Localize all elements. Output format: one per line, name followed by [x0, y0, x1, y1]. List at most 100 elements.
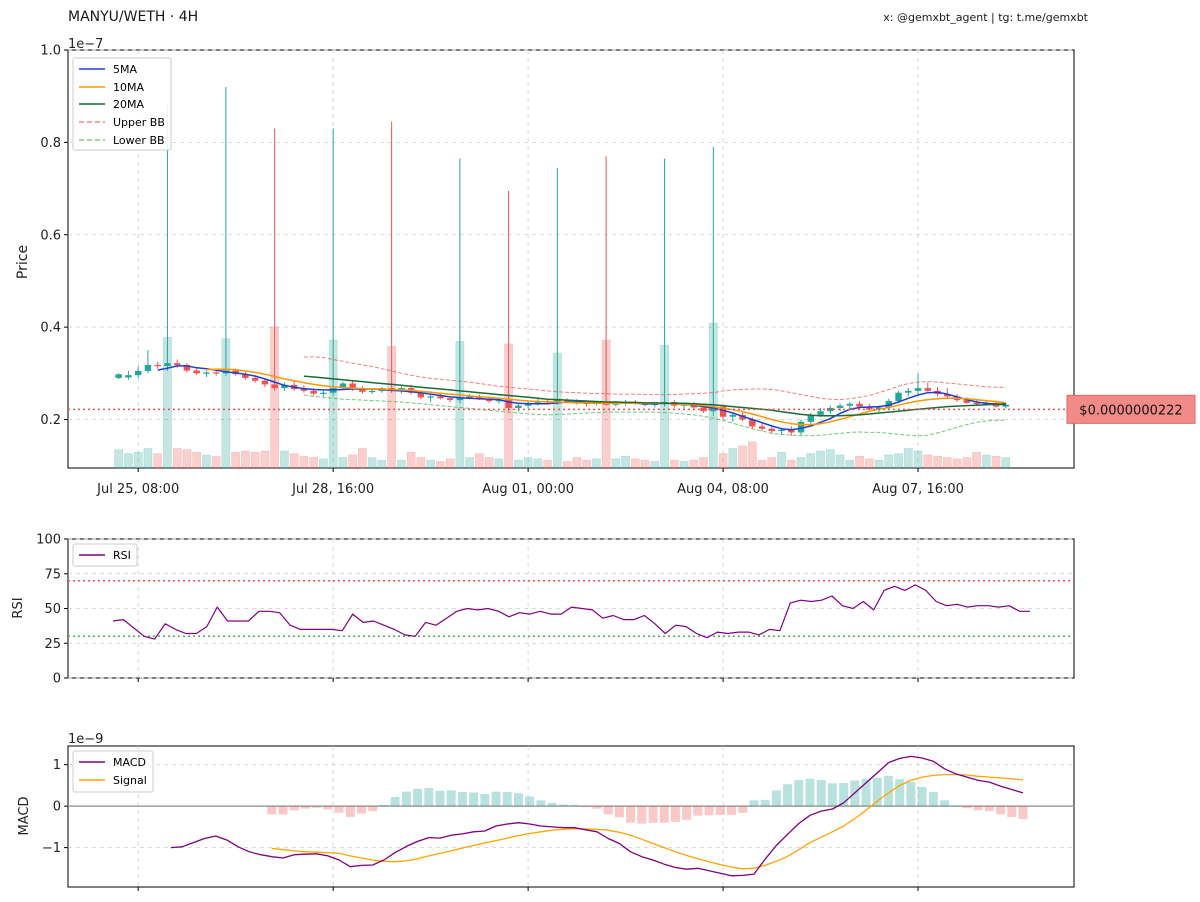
rsi-y-label: RSI — [11, 597, 26, 618]
volume-bar — [299, 455, 309, 469]
macd-histogram-bar — [614, 806, 624, 818]
legend-signal-label: Signal — [113, 774, 147, 787]
volume-bar — [845, 459, 855, 469]
ma10-line — [206, 368, 1006, 426]
legend-lower-bb-label: Lower BB — [113, 134, 165, 147]
volume-bar — [591, 458, 601, 469]
volume-bar — [231, 452, 241, 469]
candle-body — [914, 388, 922, 391]
candle-body — [359, 389, 366, 392]
x-tick-label: Aug 01, 00:00 — [482, 482, 574, 497]
macd-histogram-bar — [659, 806, 669, 823]
volume-bar — [933, 455, 942, 469]
volume-bar — [474, 453, 484, 469]
candle-body — [973, 402, 980, 405]
macd-histogram-bar — [300, 806, 310, 809]
candle-body — [310, 390, 317, 394]
volume-bar — [572, 457, 582, 469]
volume-bar — [738, 445, 747, 469]
macd-histogram-bar — [626, 806, 636, 823]
volume-bar — [143, 448, 153, 469]
macd-histogram-bar — [379, 804, 389, 807]
candle-body — [300, 389, 308, 391]
price-axes-frame — [67, 49, 1075, 469]
volume-bar — [728, 448, 738, 469]
macd-histogram-bar — [592, 806, 602, 809]
rsi-grid — [68, 538, 1074, 679]
macd-histogram-bar — [469, 792, 479, 807]
macd-histogram-bar — [334, 806, 344, 813]
price-legend: 5MA 10MA 20MA Upper BB Lower BB — [72, 57, 172, 151]
candle-body — [905, 390, 912, 393]
candle-body — [476, 396, 483, 400]
macd-y-ticks: −1 0 1 — [42, 758, 68, 856]
candle-body — [719, 406, 727, 417]
legend-20ma-label: 20MA — [113, 98, 144, 111]
rsi-x-ticks — [137, 678, 919, 682]
macd-scale-label: 1e−9 — [68, 732, 103, 747]
macd-histogram-bar — [1018, 806, 1028, 819]
macd-histogram-bar — [491, 791, 501, 807]
volume-bar — [884, 454, 894, 469]
volume-bar — [211, 455, 221, 469]
candle-body — [154, 365, 161, 367]
y-tick-label: −1 — [42, 841, 61, 856]
macd-histogram-bar — [312, 806, 322, 808]
volume-bar — [991, 455, 1001, 469]
volume-bar — [133, 452, 143, 469]
volume-bar — [445, 458, 455, 469]
macd-histogram-bar — [715, 806, 725, 815]
macd-histogram-bar — [682, 806, 692, 820]
macd-histogram-bar — [536, 800, 546, 807]
volume-bar — [981, 454, 991, 469]
volume-bar — [621, 455, 630, 469]
volume-bar — [338, 457, 348, 469]
price-x-ticks: Jul 25, 08:00 Jul 28, 16:00 Aug 01, 00:00 A… — [96, 468, 964, 497]
candle-body — [320, 392, 327, 394]
ma20-line — [303, 375, 1006, 417]
macd-histogram-bar — [480, 794, 490, 807]
y-tick-label: 25 — [44, 637, 61, 652]
candle-body — [749, 419, 756, 427]
volume-bar — [396, 459, 406, 469]
volume-bar — [972, 452, 981, 469]
credit-text: x: @gemxbt_agent | tg: t.me/gemxbt — [883, 11, 1088, 24]
macd-histogram-bar — [928, 792, 938, 807]
macd-grid — [68, 746, 1074, 887]
bollinger-bands — [303, 356, 1006, 437]
macd-histogram-bar — [1007, 806, 1017, 817]
macd-histogram-bar — [816, 780, 826, 807]
rsi-legend: RSI — [72, 543, 138, 567]
macd-histogram-bar — [704, 806, 714, 816]
y-tick-label: 0 — [53, 800, 61, 815]
legend-upper-bb-label: Upper BB — [113, 116, 165, 129]
volume-bar — [874, 459, 884, 469]
y-tick-label: 1 — [53, 758, 61, 773]
volume-bar — [523, 457, 533, 469]
macd-histogram-bar — [883, 775, 893, 807]
macd-histogram-bar — [760, 799, 770, 807]
candle-body — [349, 383, 356, 390]
candle-body — [875, 407, 883, 410]
volume-bar — [348, 454, 358, 469]
candle-body — [446, 398, 454, 401]
macd-histogram-bar — [738, 806, 748, 813]
candle-body — [788, 429, 795, 433]
ma5-line — [157, 365, 1006, 431]
candle-body — [729, 414, 737, 417]
macd-histogram-bar — [917, 787, 927, 807]
lower-bb-line — [303, 394, 1006, 437]
candle-body — [242, 374, 249, 378]
candle-body — [417, 392, 425, 398]
volume-bar — [825, 449, 835, 469]
volume-bar — [582, 459, 591, 469]
candle-body — [797, 421, 805, 433]
volume-bar — [289, 453, 299, 469]
legend-rsi-label: RSI — [113, 549, 131, 562]
volume-bar — [406, 452, 416, 469]
candle-body — [885, 401, 893, 408]
macd-histogram-bar — [827, 783, 837, 807]
macd-histogram-bar — [984, 806, 994, 812]
volume-bar — [367, 457, 377, 469]
volume-bar — [543, 459, 552, 469]
